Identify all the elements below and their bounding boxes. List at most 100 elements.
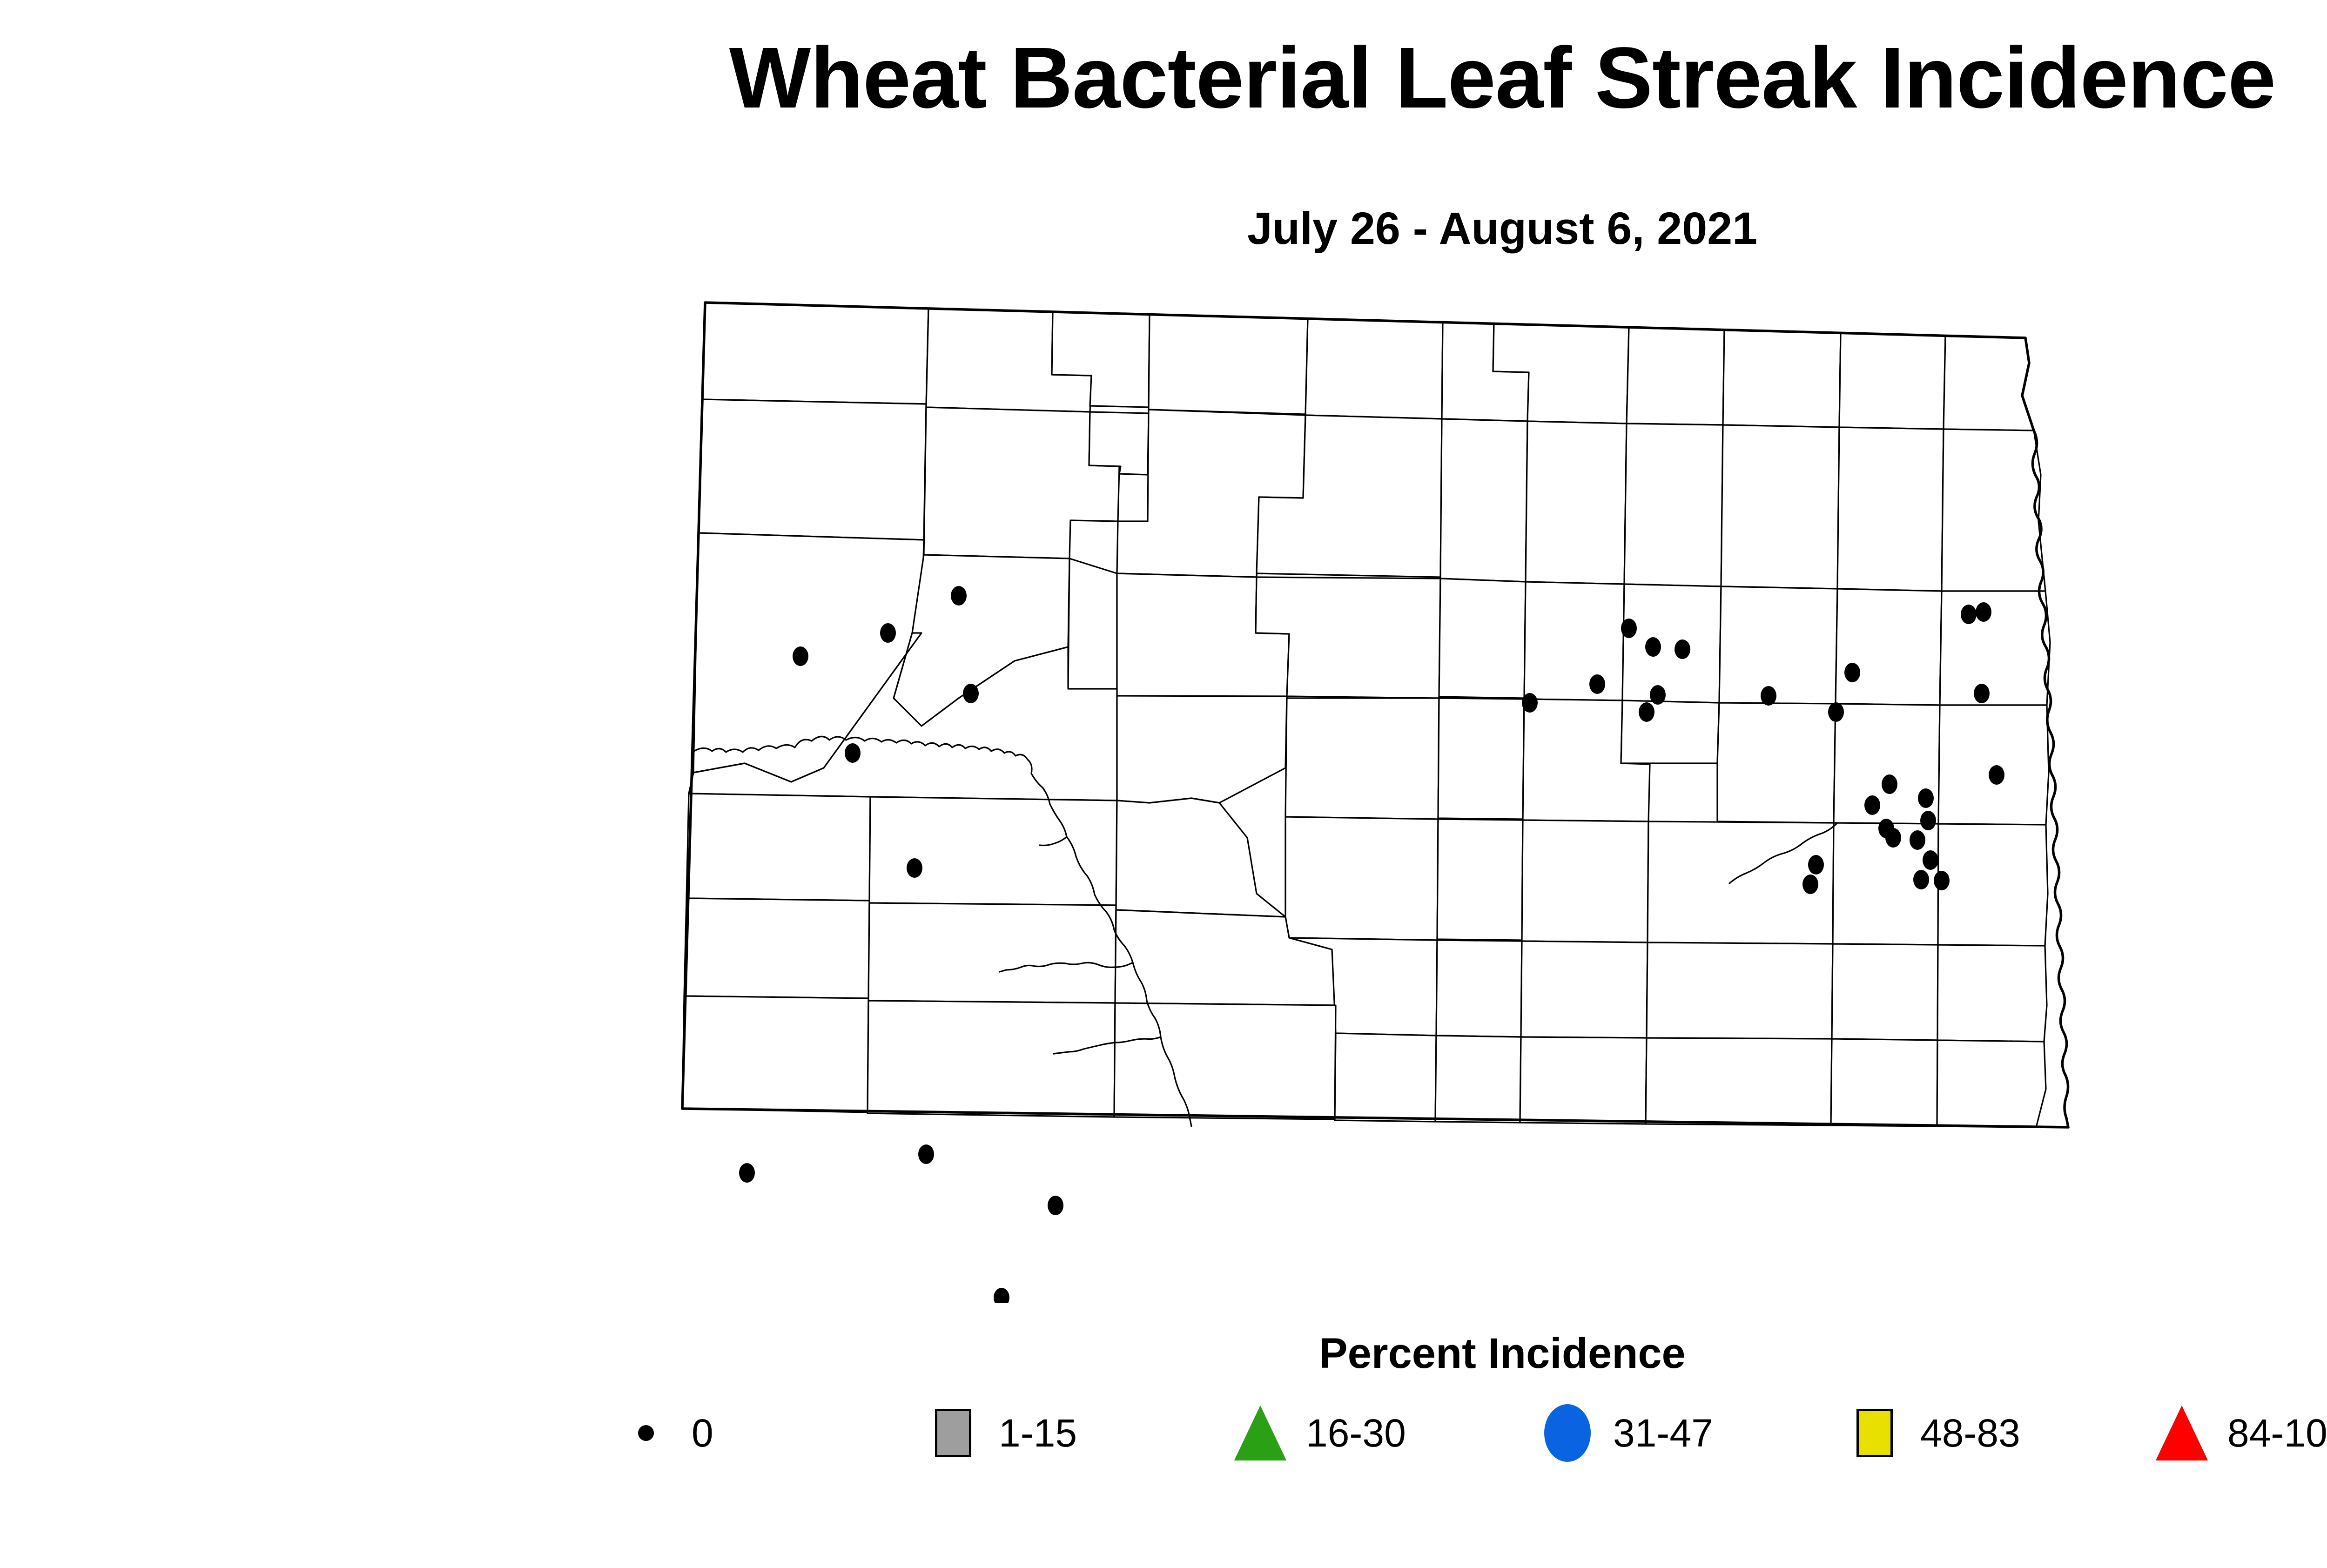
legend-entry[interactable]: 84-100 [2117, 1405, 2327, 1461]
county-pembina-a [1627, 328, 1724, 425]
county-burleigh [1285, 817, 1438, 940]
sheyenne-river [1728, 822, 1838, 884]
county-bowman [682, 996, 868, 1112]
survey-site-marker [1913, 870, 1929, 889]
legend-entry[interactable]: 16-30 [1195, 1405, 1502, 1461]
legend-symbol [1234, 1405, 1286, 1460]
county-pembina-b [1723, 330, 1841, 427]
legend-items: 0 1-15 16-30 31-47 48-83 84-100 [0, 1404, 2327, 1462]
survey-site-marker [845, 743, 861, 763]
map-legend: Percent Incidence 0 1-15 16-30 31-47 48-83 84… [0, 1330, 2327, 1462]
page-subtitle: July 26 - August 6, 2021 [1247, 203, 1758, 254]
county-sargent [1646, 1038, 1832, 1125]
legend-symbol [1544, 1404, 1591, 1462]
county-logan [1436, 940, 1522, 1037]
survey-site-marker [963, 684, 979, 703]
legend-triangle-icon [2154, 1405, 2210, 1461]
legend-title: Percent Incidence [1319, 1330, 1686, 1377]
county-grant [1114, 1003, 1336, 1119]
survey-site-marker [880, 623, 896, 643]
survey-site-marker [1974, 684, 1990, 703]
lake-sakakawea-outline [692, 735, 1068, 838]
county-walsh [1721, 425, 1839, 589]
survey-site-marker [918, 1144, 934, 1164]
lake-oahe-shore [1053, 1036, 1162, 1055]
survey-site-marker [1621, 619, 1637, 638]
county-divide [702, 303, 928, 404]
county-dickey [1520, 1037, 1647, 1124]
legend-entry[interactable]: 48-83 [1809, 1405, 2117, 1461]
legend-entry[interactable]: 1-15 [888, 1405, 1195, 1461]
county-mclean-nw [1068, 559, 1117, 689]
county-traill-n [1836, 589, 1942, 705]
legend-square-icon [1847, 1405, 1903, 1461]
county-barnes-n [1621, 700, 1719, 763]
survey-site-marker [1989, 765, 2004, 785]
state-outline-layer [681, 301, 2070, 1129]
survey-site-marker [1589, 674, 1605, 694]
survey-site-marker [1675, 639, 1690, 659]
county-slope [684, 898, 869, 998]
survey-site-marker [1923, 850, 1938, 870]
survey-site-marker [1934, 871, 1950, 890]
legend-label: 1-15 [999, 1411, 1077, 1455]
county-bottineau [1149, 315, 1308, 414]
county-pembina-d [1944, 336, 2034, 431]
county-richland-ne [1937, 945, 2047, 1042]
survey-site-marker [994, 1288, 1009, 1303]
page-title: Wheat Bacterial Leaf Streak Incidence [729, 30, 2276, 126]
county-stutsman [1522, 820, 1648, 942]
survey-site-marker [1976, 602, 1991, 622]
survey-site-marker [1645, 637, 1661, 657]
county-eddy [1524, 582, 1624, 700]
county-billings [686, 794, 870, 901]
county-williams [698, 399, 926, 540]
legend-dot-icon [618, 1405, 674, 1461]
legend-label: 31-47 [1613, 1411, 1713, 1455]
survey-site-marker [1844, 663, 1860, 682]
legend-triangle-icon [1232, 1405, 1288, 1461]
survey-site-marker [1961, 605, 1977, 624]
survey-site-marker [1885, 828, 1901, 848]
county-pembina-e [1942, 429, 2045, 591]
survey-site-marker [1920, 811, 1936, 830]
map-svg [681, 301, 2070, 1303]
survey-site-marker [1802, 875, 1818, 894]
legend-entry[interactable]: 0 [581, 1405, 888, 1461]
survey-site-marker [1522, 693, 1538, 713]
heart-river [999, 962, 1134, 973]
survey-site-markers [739, 586, 2004, 1303]
survey-site-marker [1910, 830, 1925, 850]
survey-site-marker [1882, 774, 1897, 794]
county-adams [868, 1001, 1115, 1117]
survey-site-marker [907, 858, 922, 878]
legend-label: 48-83 [1920, 1411, 2020, 1455]
county-traill [1940, 591, 2050, 705]
county-kidder [1438, 698, 1524, 819]
county-griggs [1717, 703, 1836, 823]
county-oliver [1117, 696, 1287, 803]
legend-symbol [935, 1408, 971, 1457]
survey-site-marker [1828, 702, 1844, 722]
missouri-river [1066, 836, 1192, 1127]
survey-site-marker [1808, 855, 1824, 875]
county-ward-a [1089, 412, 1149, 475]
county-cass-n [1938, 705, 2049, 825]
legend-label: 16-30 [1306, 1411, 1406, 1455]
county-morton-n [1116, 798, 1285, 917]
county-ramsey [1526, 421, 1627, 584]
legend-circle-icon [1540, 1404, 1595, 1462]
county-richland [1831, 1039, 1937, 1126]
county-burleigh-n [1285, 698, 1439, 819]
survey-site-marker [1650, 685, 1666, 705]
county-hettinger [868, 903, 1116, 1003]
county-pembina-c [1839, 333, 1945, 429]
county-richland-se [1937, 1040, 2046, 1127]
survey-site-marker [1639, 702, 1654, 722]
county-dickey-w [1435, 1036, 1521, 1123]
legend-entry[interactable]: 31-47 [1502, 1404, 1809, 1462]
survey-site-marker [1864, 795, 1880, 815]
legend-label: 84-100 [2227, 1411, 2327, 1455]
county-pierce [1440, 419, 1527, 582]
